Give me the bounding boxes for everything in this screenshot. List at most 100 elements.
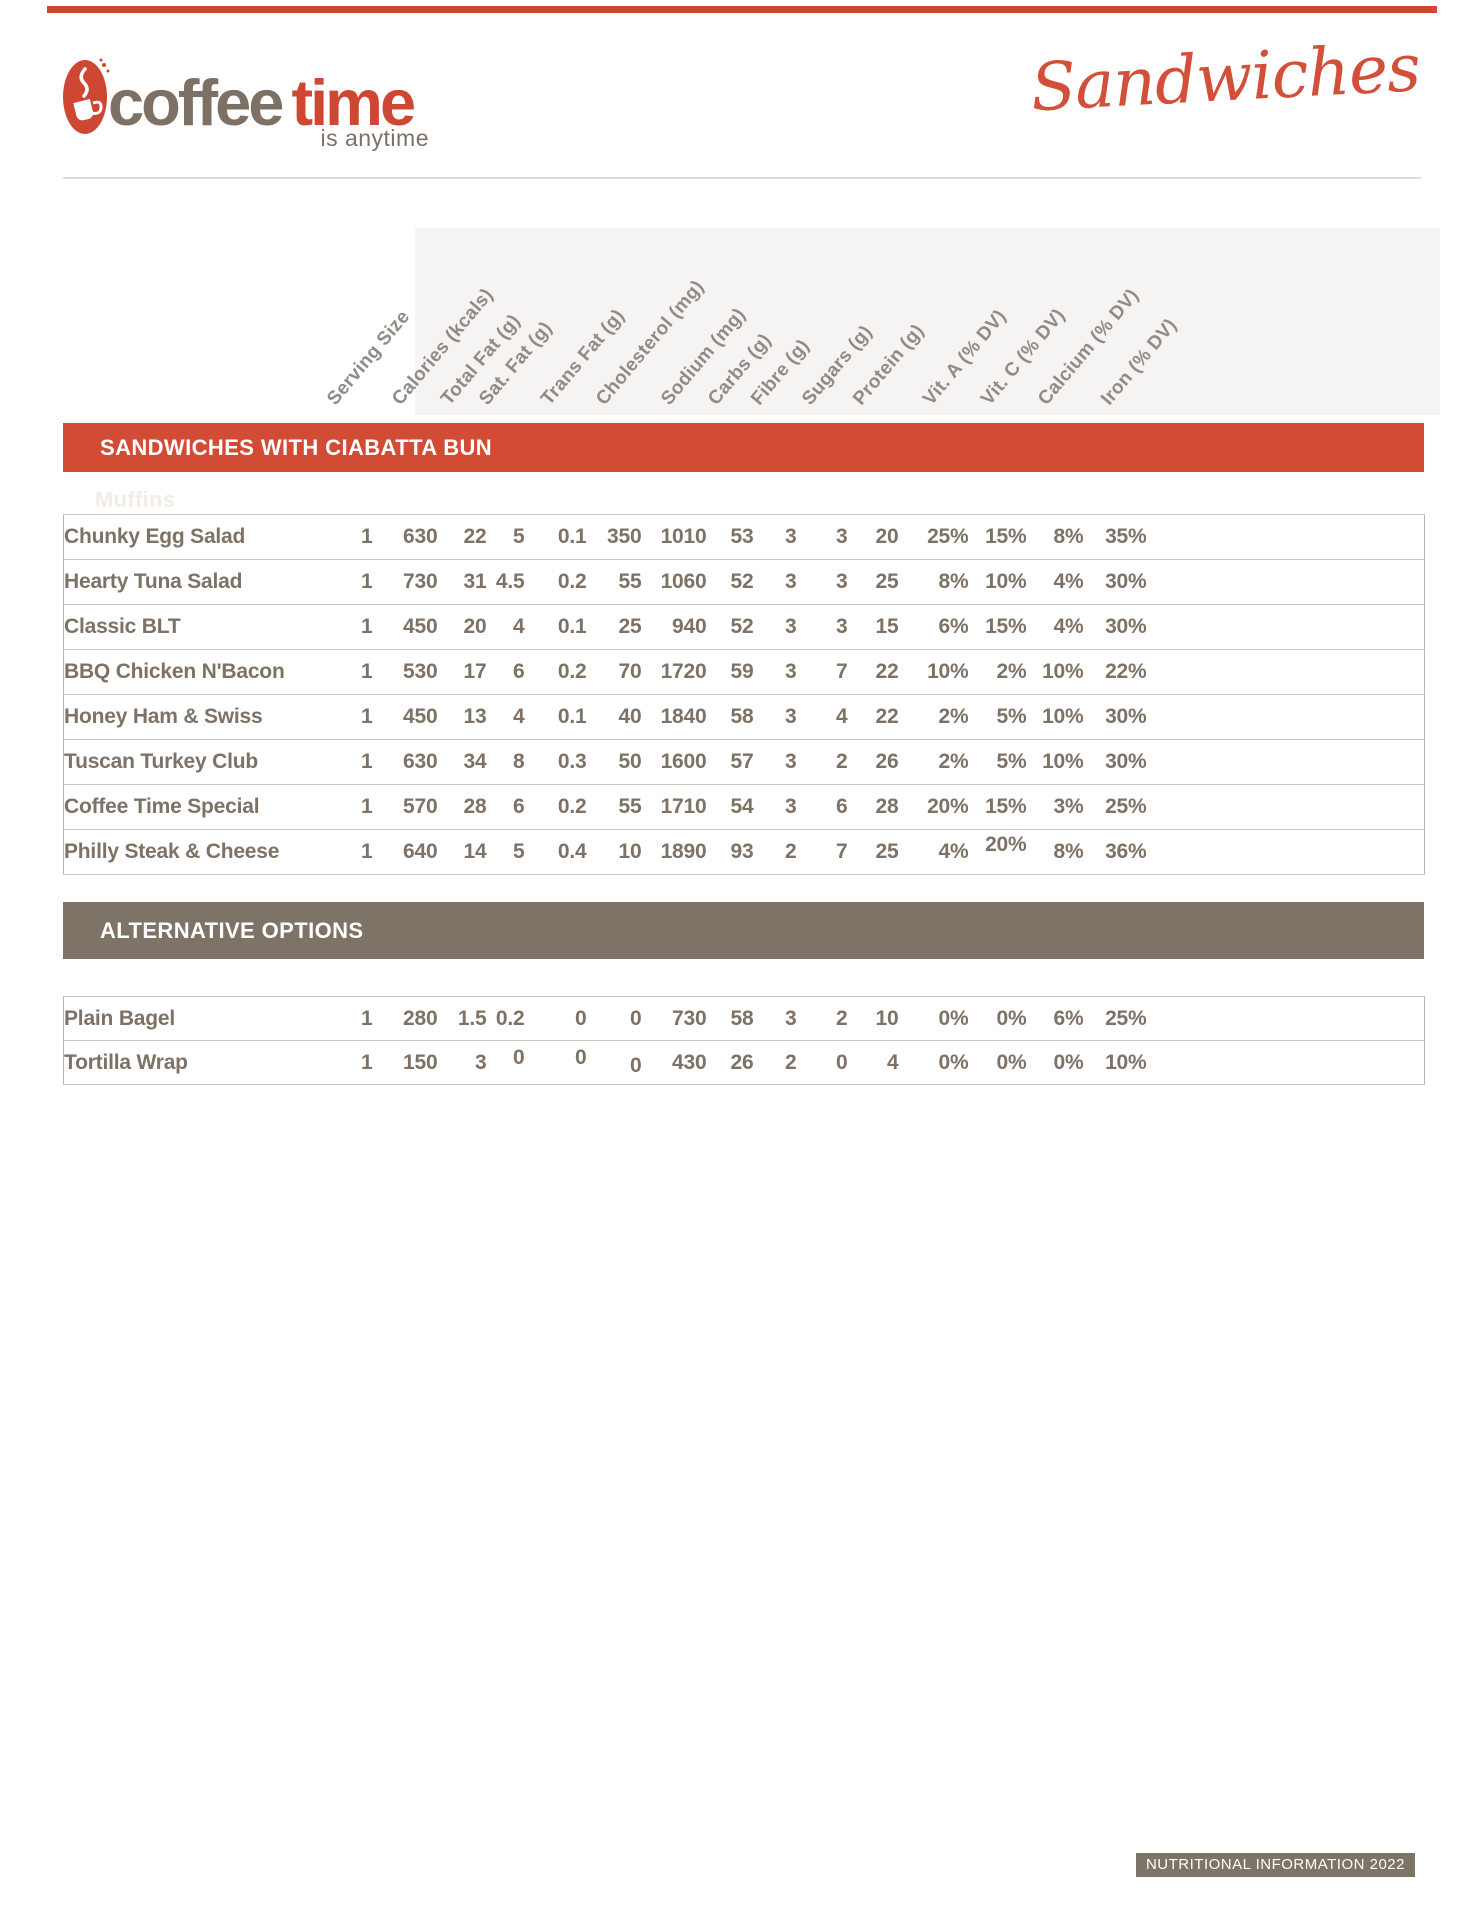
value-cell-wrap: 25: [847, 829, 899, 875]
value-cell-wrap: 3: [437, 1040, 487, 1085]
value-cell-wrap: 280: [372, 996, 438, 1041]
table-row: Chunky Egg Salad 1 630 22 5 0.1 350 1010 53 3 3 20 2…: [63, 514, 1425, 560]
value-cell-wrap: 0%: [968, 996, 1027, 1041]
value-cell-wrap: 5%: [968, 739, 1027, 785]
value-cell-wrap: 10%: [1026, 649, 1084, 695]
value-cell-wrap: 20%: [898, 784, 969, 830]
value-cell-wrap: 630: [372, 739, 438, 785]
value-cell-wrap: 30%: [1083, 604, 1147, 650]
value-cell-wrap: 0.2: [524, 784, 587, 830]
value-cell-wrap: 0: [524, 1040, 587, 1085]
value-cell-wrap: 530: [372, 649, 438, 695]
value-cell: 1060: [660, 570, 707, 593]
table-row: Philly Steak & Cheese 1 640 14 5 0.4 10 1890 93 2…: [63, 829, 1425, 875]
value-cell: 3: [785, 705, 797, 728]
value-cell: 8: [513, 750, 525, 773]
empty-cell: [1146, 996, 1425, 1041]
value-cell-wrap: 13: [437, 694, 487, 740]
value-cell-wrap: 10: [847, 996, 899, 1041]
value-cell-wrap: 25%: [1083, 996, 1147, 1041]
value-cell: 93: [730, 840, 754, 863]
value-cell-wrap: 6: [486, 649, 525, 695]
value-cell: 630: [403, 525, 438, 548]
value-cell-wrap: 25%: [1083, 784, 1147, 830]
item-name: Honey Ham & Swiss: [63, 694, 304, 740]
value-cell-wrap: 2: [753, 1040, 797, 1085]
value-cell: 55: [618, 570, 642, 593]
value-cell: 15%: [985, 795, 1027, 818]
empty-cell: [1146, 784, 1425, 830]
section-title: SANDWICHES WITH CIABATTA BUN: [100, 435, 493, 460]
value-cell: 36%: [1105, 840, 1147, 863]
value-cell-wrap: 1: [303, 514, 373, 560]
value-cell: 14: [463, 840, 487, 863]
section-header-ciabatta: SANDWICHES WITH CIABATTA BUN: [63, 423, 1424, 472]
value-cell: 10%: [1042, 660, 1084, 683]
value-cell: 0.1: [557, 615, 587, 638]
value-cell-wrap: 14: [437, 829, 487, 875]
value-cell-wrap: 5: [486, 514, 525, 560]
value-cell-wrap: 2: [753, 829, 797, 875]
table-row: Plain Bagel 1 280 1.5 0.2 0 0 730 58 3 2 10 0% 0% 6% 25…: [63, 996, 1425, 1041]
value-cell: 630: [403, 750, 438, 773]
value-cell: 20%: [985, 833, 1027, 856]
item-name: Tortilla Wrap: [63, 1040, 304, 1085]
logo-word-coffee: coffee: [108, 66, 284, 139]
value-cell: 53: [730, 525, 754, 548]
value-cell: 1: [361, 750, 373, 773]
column-header-band: [415, 228, 1440, 415]
empty-cell: [1146, 514, 1425, 560]
value-cell: 25%: [1105, 795, 1147, 818]
value-cell: 430: [672, 1050, 707, 1074]
value-cell: 5: [513, 840, 525, 863]
value-cell: 730: [672, 1006, 707, 1030]
value-cell-wrap: 58: [706, 694, 754, 740]
value-cell: 40: [618, 705, 642, 728]
value-cell: 1840: [660, 705, 707, 728]
value-cell: 1: [361, 795, 373, 818]
value-cell-wrap: 15%: [968, 514, 1027, 560]
value-cell: 30%: [1105, 615, 1147, 638]
value-cell: 3: [785, 795, 797, 818]
value-cell-wrap: 3: [753, 649, 797, 695]
value-cell-wrap: 1: [303, 694, 373, 740]
table-row: Tortilla Wrap 1 150 3 0 0 0 430 26 2 0 4 0% 0% 0% 10%: [63, 1040, 1425, 1085]
value-cell-wrap: 3: [796, 604, 848, 650]
value-cell-wrap: 4: [847, 1040, 899, 1085]
value-cell-wrap: 1600: [641, 739, 707, 785]
logo-tagline: is anytime: [320, 125, 429, 151]
value-cell: 1: [361, 1050, 373, 1074]
value-cell: 0: [575, 1006, 587, 1030]
empty-cell: [1146, 604, 1425, 650]
value-cell: 3: [785, 750, 797, 773]
table-row: Hearty Tuna Salad 1 730 31 4.5 0.2 55 1060 52 3 3 2…: [63, 559, 1425, 605]
item-name: Tuscan Turkey Club: [63, 739, 304, 785]
value-cell: 54: [730, 795, 754, 818]
value-cell-wrap: 8%: [898, 559, 969, 605]
value-cell: 6: [836, 795, 848, 818]
value-cell-wrap: 50: [586, 739, 642, 785]
value-cell-wrap: 0.2: [524, 559, 587, 605]
value-cell-wrap: 1: [303, 1040, 373, 1085]
value-cell: 0.2: [495, 1006, 525, 1030]
value-cell: 2: [785, 840, 797, 863]
value-cell-wrap: 10%: [898, 649, 969, 695]
value-cell: 280: [403, 1006, 438, 1030]
value-cell-wrap: 0.1: [524, 604, 587, 650]
table-row: Coffee Time Special 1 570 28 6 0.2 55 1710 54 3 6 2…: [63, 784, 1425, 830]
value-cell: 3: [785, 570, 797, 593]
value-cell-wrap: 450: [372, 604, 438, 650]
value-cell: 7: [836, 840, 848, 863]
value-cell-wrap: 6%: [898, 604, 969, 650]
value-cell: 6: [513, 660, 525, 683]
table-row: BBQ Chicken N'Bacon 1 530 17 6 0.2 70 1720 59 3 7 2…: [63, 649, 1425, 695]
value-cell-wrap: 30%: [1083, 694, 1147, 740]
value-cell-wrap: 28: [437, 784, 487, 830]
value-cell: 1010: [660, 525, 707, 548]
coffee-cup-icon: [62, 57, 110, 140]
value-cell-wrap: 1060: [641, 559, 707, 605]
value-cell-wrap: 150: [372, 1040, 438, 1085]
value-cell-wrap: 1.5: [437, 996, 487, 1041]
value-cell-wrap: 20%: [968, 829, 1027, 875]
value-cell-wrap: 0.4: [524, 829, 587, 875]
